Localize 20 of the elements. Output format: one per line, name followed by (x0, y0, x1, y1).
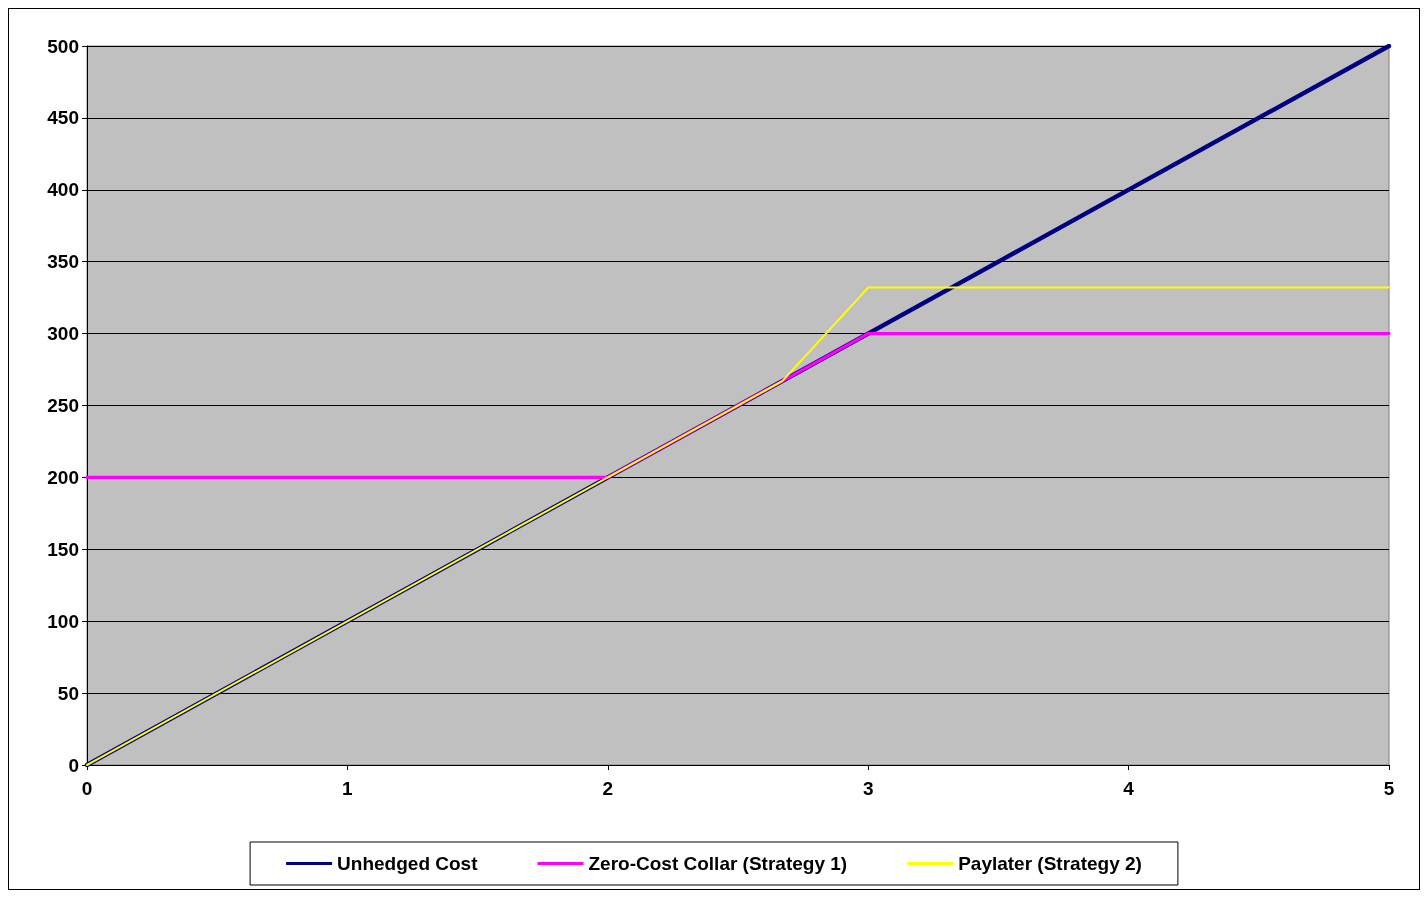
y-tick-label: 0 (68, 754, 79, 776)
y-tick-label: 300 (47, 323, 79, 345)
x-tick-label: 5 (1383, 778, 1395, 799)
legend-label: Paylater (Strategy 2) (958, 853, 1142, 874)
y-tick-label: 50 (57, 682, 79, 704)
x-tick-label: 0 (81, 778, 93, 799)
x-tick-label: 3 (862, 778, 874, 799)
y-tick-label: 450 (47, 107, 79, 129)
y-tick-label: 200 (47, 466, 79, 488)
y-tick-label: 150 (47, 538, 79, 560)
x-tick-label: 1 (342, 778, 354, 799)
y-tick-label: 250 (47, 395, 79, 416)
y-tick-label: 100 (47, 610, 79, 632)
legend-label: Unhedged Cost (337, 853, 479, 874)
x-tick-label: 4 (1123, 778, 1135, 799)
legend-label: Zero-Cost Collar (Strategy 1) (588, 853, 848, 874)
x-tick-label: 2 (602, 778, 614, 799)
y-tick-label: 400 (47, 179, 79, 201)
y-tick-label: 500 (47, 35, 79, 57)
y-tick-label: 350 (47, 251, 79, 273)
